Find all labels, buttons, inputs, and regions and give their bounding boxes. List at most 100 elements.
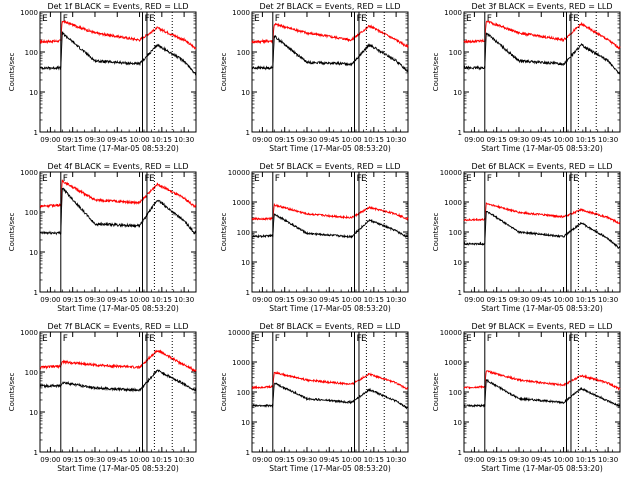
x-tick-label: 09:00 <box>252 136 272 144</box>
y-axis-label: Counts/sec <box>8 53 16 92</box>
x-tick-label: 09:45 <box>531 456 551 464</box>
x-tick-label: 09:15 <box>63 456 83 464</box>
interval-marker-label: F <box>63 334 68 344</box>
interval-marker-label: E <box>466 334 472 344</box>
x-tick-label: 09:00 <box>464 136 484 144</box>
x-tick-label: 10:15 <box>152 296 172 304</box>
x-tick-label: 10:15 <box>364 456 384 464</box>
interval-marker-label: E <box>361 174 367 184</box>
x-tick-label: 09:45 <box>319 136 339 144</box>
interval-marker-label: E <box>254 174 260 184</box>
lld-rate-line <box>39 20 197 50</box>
x-tick-label: 10:15 <box>152 136 172 144</box>
x-tick-label: 09:00 <box>252 456 272 464</box>
plot-frame <box>251 11 409 133</box>
x-tick-label: 10:00 <box>129 296 149 304</box>
x-tick-label: 09:00 <box>464 456 484 464</box>
x-tick-label: 09:30 <box>297 456 317 464</box>
x-tick-label: 09:15 <box>275 456 295 464</box>
y-tick-label: 1000 <box>444 9 462 17</box>
y-tick-label: 100 <box>25 209 38 217</box>
y-axis-label: Counts/sec <box>432 53 440 92</box>
interval-marker-label: F <box>275 14 280 24</box>
chart-panel-8: Det 8f BLACK = Events, RED = LLD 1 10 100 10… <box>220 322 409 473</box>
x-tick-label: 10:00 <box>129 136 149 144</box>
interval-marker-label: E <box>361 334 367 344</box>
events-rate-line <box>463 210 621 250</box>
x-tick-label: 10:15 <box>576 456 596 464</box>
lld-rate-line <box>251 370 409 390</box>
x-tick-label: 09:15 <box>487 136 507 144</box>
plot-frame <box>463 11 621 133</box>
y-tick-label: 10000 <box>440 169 462 177</box>
x-tick-label: 09:30 <box>297 136 317 144</box>
chart-title: Det 5f BLACK = Events, RED = LLD <box>259 162 400 171</box>
interval-marker-label: F <box>487 174 492 184</box>
x-tick-label: 10:00 <box>341 296 361 304</box>
x-tick-label: 09:30 <box>85 136 105 144</box>
y-axis-label: Counts/sec <box>8 213 16 252</box>
y-axis-label: Counts/sec <box>220 373 228 412</box>
y-tick-label: 10 <box>29 409 38 417</box>
x-tick-label: 09:30 <box>509 136 529 144</box>
x-axis-label: Start Time (17-Mar-05 08:53:20) <box>269 304 391 313</box>
x-tick-label: 09:30 <box>85 296 105 304</box>
events-rate-line <box>251 34 409 73</box>
y-tick-label: 100 <box>449 49 462 57</box>
interval-marker-label: E <box>254 334 260 344</box>
x-axis-label: Start Time (17-Mar-05 08:53:20) <box>481 144 603 153</box>
chart-title: Det 3f BLACK = Events, RED = LLD <box>471 2 612 11</box>
chart-title: Det 6f BLACK = Events, RED = LLD <box>471 162 612 171</box>
x-tick-label: 09:00 <box>40 136 60 144</box>
y-tick-label: 100 <box>237 229 250 237</box>
x-tick-label: 10:30 <box>174 296 194 304</box>
y-tick-label: 1 <box>34 129 38 137</box>
lld-rate-line <box>463 19 621 50</box>
y-tick-label: 10 <box>29 249 38 257</box>
x-tick-label: 09:45 <box>107 296 127 304</box>
y-tick-label: 100 <box>237 49 250 57</box>
x-tick-label: 10:30 <box>598 296 618 304</box>
y-tick-label: 1000 <box>232 9 250 17</box>
x-tick-label: 10:00 <box>129 456 149 464</box>
events-rate-line <box>463 378 621 408</box>
y-tick-label: 1 <box>458 129 462 137</box>
interval-marker-label: E <box>42 14 48 24</box>
interval-marker-label: F <box>63 14 68 24</box>
x-tick-label: 09:00 <box>40 456 60 464</box>
y-tick-label: 1000 <box>20 9 38 17</box>
x-tick-label: 10:30 <box>174 456 194 464</box>
interval-marker-label: E <box>573 174 579 184</box>
x-tick-label: 09:30 <box>509 456 529 464</box>
chart-panel-7: Det 7f BLACK = Events, RED = LLD 1 10 100 10… <box>8 322 197 473</box>
y-tick-label: 1 <box>246 129 250 137</box>
y-axis-label: Counts/sec <box>220 213 228 252</box>
lld-rate-line <box>463 201 621 225</box>
interval-marker-label: E <box>573 14 579 24</box>
y-tick-label: 10 <box>241 419 250 427</box>
interval-marker-label: E <box>361 14 367 24</box>
x-tick-label: 10:30 <box>386 296 406 304</box>
x-tick-label: 09:00 <box>464 296 484 304</box>
lld-rate-line <box>463 370 621 391</box>
x-tick-label: 09:00 <box>252 296 272 304</box>
y-tick-label: 1 <box>246 289 250 297</box>
x-tick-label: 09:15 <box>275 136 295 144</box>
x-tick-label: 09:45 <box>531 296 551 304</box>
interval-marker-label: E <box>149 174 155 184</box>
x-tick-label: 10:00 <box>341 136 361 144</box>
lld-rate-line <box>251 22 409 49</box>
chart-panel-6: Det 6f BLACK = Events, RED = LLD 1 10 100 10… <box>432 162 621 313</box>
chart-panel-3: Det 3f BLACK = Events, RED = LLD 1 10 100 10… <box>432 2 621 153</box>
x-tick-label: 09:45 <box>319 296 339 304</box>
x-tick-label: 10:15 <box>576 296 596 304</box>
y-axis-label: Counts/sec <box>220 53 228 92</box>
interval-marker-label: E <box>573 334 579 344</box>
lld-rate-line <box>39 349 197 372</box>
interval-marker-label: E <box>149 14 155 24</box>
interval-marker-label: F <box>487 14 492 24</box>
y-tick-label: 1000 <box>232 359 250 367</box>
interval-marker-label: E <box>149 334 155 344</box>
x-axis-label: Start Time (17-Mar-05 08:53:20) <box>57 464 179 473</box>
